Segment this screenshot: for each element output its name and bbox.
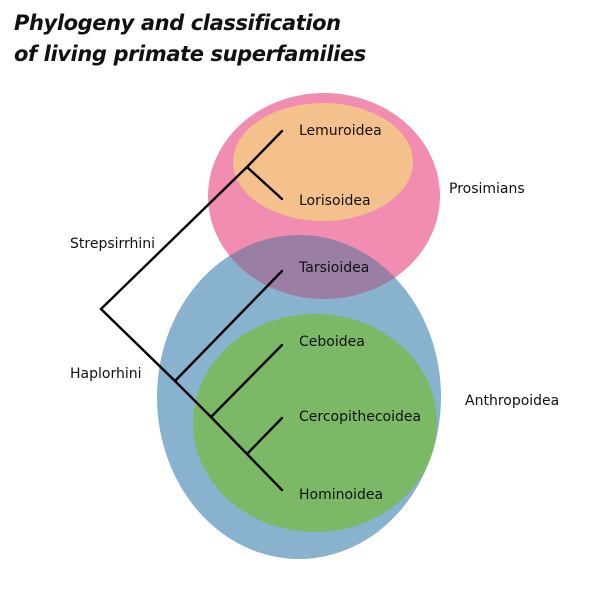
catarrhine-to-hominoidea-branch xyxy=(245,452,284,492)
root-to-haplorhini-branch xyxy=(99,307,177,383)
haplorhini-to-anthropoid-branch xyxy=(173,379,213,419)
taxon-label-tarsioidea: Tarsioidea xyxy=(298,260,369,276)
strepsirrhini-to-lorisoidea-branch xyxy=(245,165,284,201)
diagram-title: Phylogeny and classification of living p… xyxy=(14,8,366,70)
taxon-label-hominoidea: Hominoidea xyxy=(299,487,383,503)
phylogenetic-tree xyxy=(99,129,284,492)
anthropoid-to-ceboidea-branch xyxy=(209,343,284,419)
title-line-1: Phylogeny and classification xyxy=(14,11,341,35)
catarrhine-to-cercopithecoidea-branch xyxy=(245,416,284,456)
taxon-label-ceboidea: Ceboidea xyxy=(299,334,365,350)
taxon-label-cercopithecoidea: Cercopithecoidea xyxy=(299,409,421,425)
taxon-label-lemuroidea: Lemuroidea xyxy=(299,123,382,139)
anthropoid-to-catarrhine-branch xyxy=(209,415,249,456)
taxon-label-lorisoidea: Lorisoidea xyxy=(299,193,371,209)
clade-label-haplorhini: Haplorhini xyxy=(70,366,141,382)
clade-label-strepsirrhini: Strepsirrhini xyxy=(70,236,155,252)
strepsirrhini-to-lemuroidea-branch xyxy=(245,129,284,169)
group-label-anthropoidea: Anthropoidea xyxy=(465,393,559,409)
title-line-2: of living primate superfamilies xyxy=(14,42,366,66)
haplorhini-to-tarsioidea-branch xyxy=(173,269,284,383)
group-label-prosimians: Prosimians xyxy=(449,181,525,197)
root-to-strepsirrhini-branch xyxy=(99,165,249,311)
lemur-loris-region xyxy=(233,103,413,221)
simian-inner-region xyxy=(193,314,437,532)
